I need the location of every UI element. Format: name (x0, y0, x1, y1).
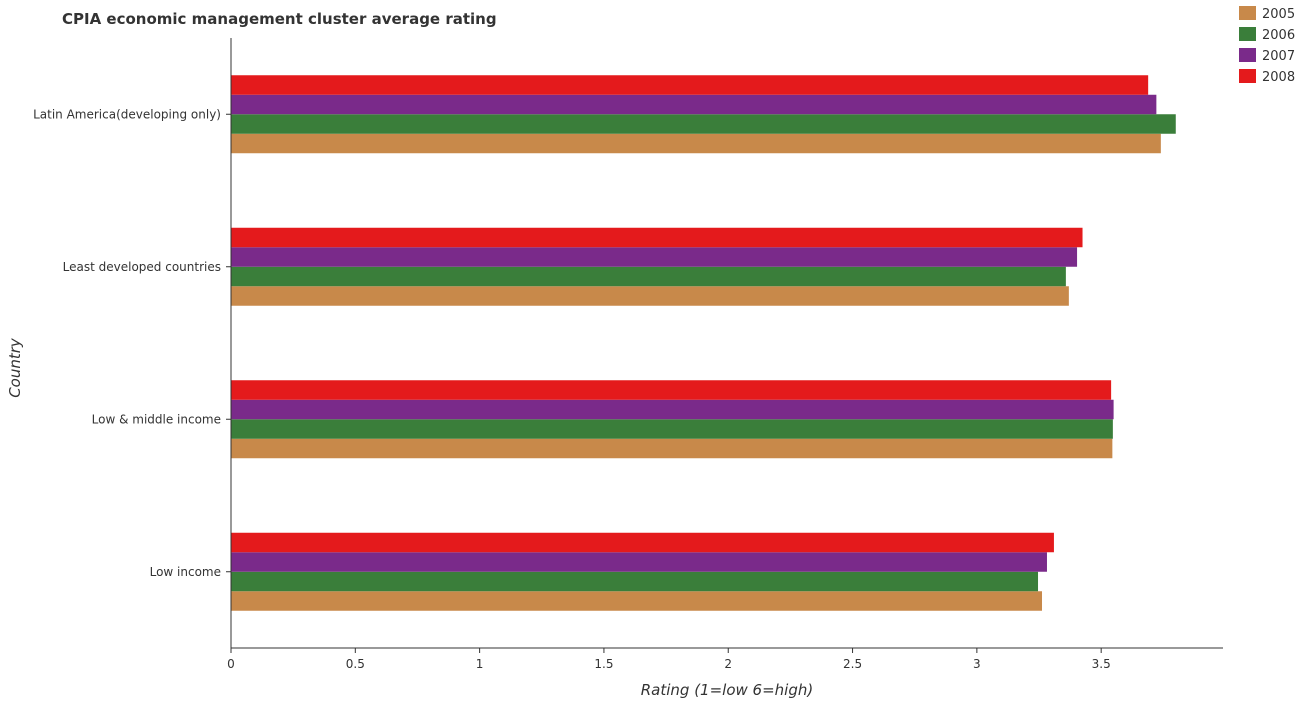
x-tick-label: 2 (724, 657, 732, 671)
bar-2005-0 (231, 133, 1161, 154)
chart-title: CPIA economic management cluster average… (62, 10, 497, 28)
x-tick-label: 2.5 (843, 657, 862, 671)
bar-2006-1 (231, 266, 1066, 287)
x-tick-label: 0.5 (346, 657, 365, 671)
y-tick-label: Least developed countries (63, 260, 221, 274)
bar-2006-2 (231, 419, 1113, 439)
y-tick-label: Low income (150, 565, 221, 579)
axes-layer: Latin America(developing only) Least deve… (33, 38, 1223, 671)
x-tick-label: 1 (476, 657, 484, 671)
legend-swatch-2007 (1239, 48, 1256, 62)
legend-label-2007: 2007 (1262, 49, 1295, 64)
bar-2007-0 (231, 94, 1157, 115)
bar-2008-3 (231, 532, 1054, 553)
legend-swatch-2006 (1239, 27, 1256, 41)
bar-2006-0 (231, 114, 1176, 134)
y-tick-label: Latin America(developing only) (33, 107, 221, 121)
bar-2005-1 (231, 286, 1069, 306)
x-tick-label: 1.5 (594, 657, 613, 671)
x-tick-label: 3.5 (1092, 657, 1111, 671)
bar-2007-3 (231, 552, 1047, 572)
bar-2008-2 (231, 380, 1112, 400)
legend-swatch-2005 (1239, 6, 1256, 20)
bar-2008-0 (231, 75, 1149, 95)
legend-swatch-2008 (1239, 69, 1256, 83)
bar-2006-3 (231, 571, 1039, 592)
bar-2008-1 (231, 227, 1083, 248)
bar-2007-1 (231, 247, 1078, 267)
x-tick-label: 3 (973, 657, 981, 671)
x-axis-label: Rating (1=low 6=high) (641, 681, 813, 699)
bar-2005-2 (231, 438, 1113, 459)
legend: 2005 2006 2007 2008 (1239, 6, 1295, 85)
bars-layer (231, 75, 1176, 611)
y-axis-label: Country (6, 337, 24, 398)
legend-label-2006: 2006 (1262, 28, 1295, 43)
y-tick-label: Low & middle income (92, 412, 221, 426)
legend-label-2008: 2008 (1262, 70, 1295, 85)
bar-2007-2 (231, 399, 1114, 420)
bar-2005-3 (231, 591, 1043, 611)
x-tick-label: 0 (227, 657, 235, 671)
legend-label-2005: 2005 (1262, 7, 1295, 22)
